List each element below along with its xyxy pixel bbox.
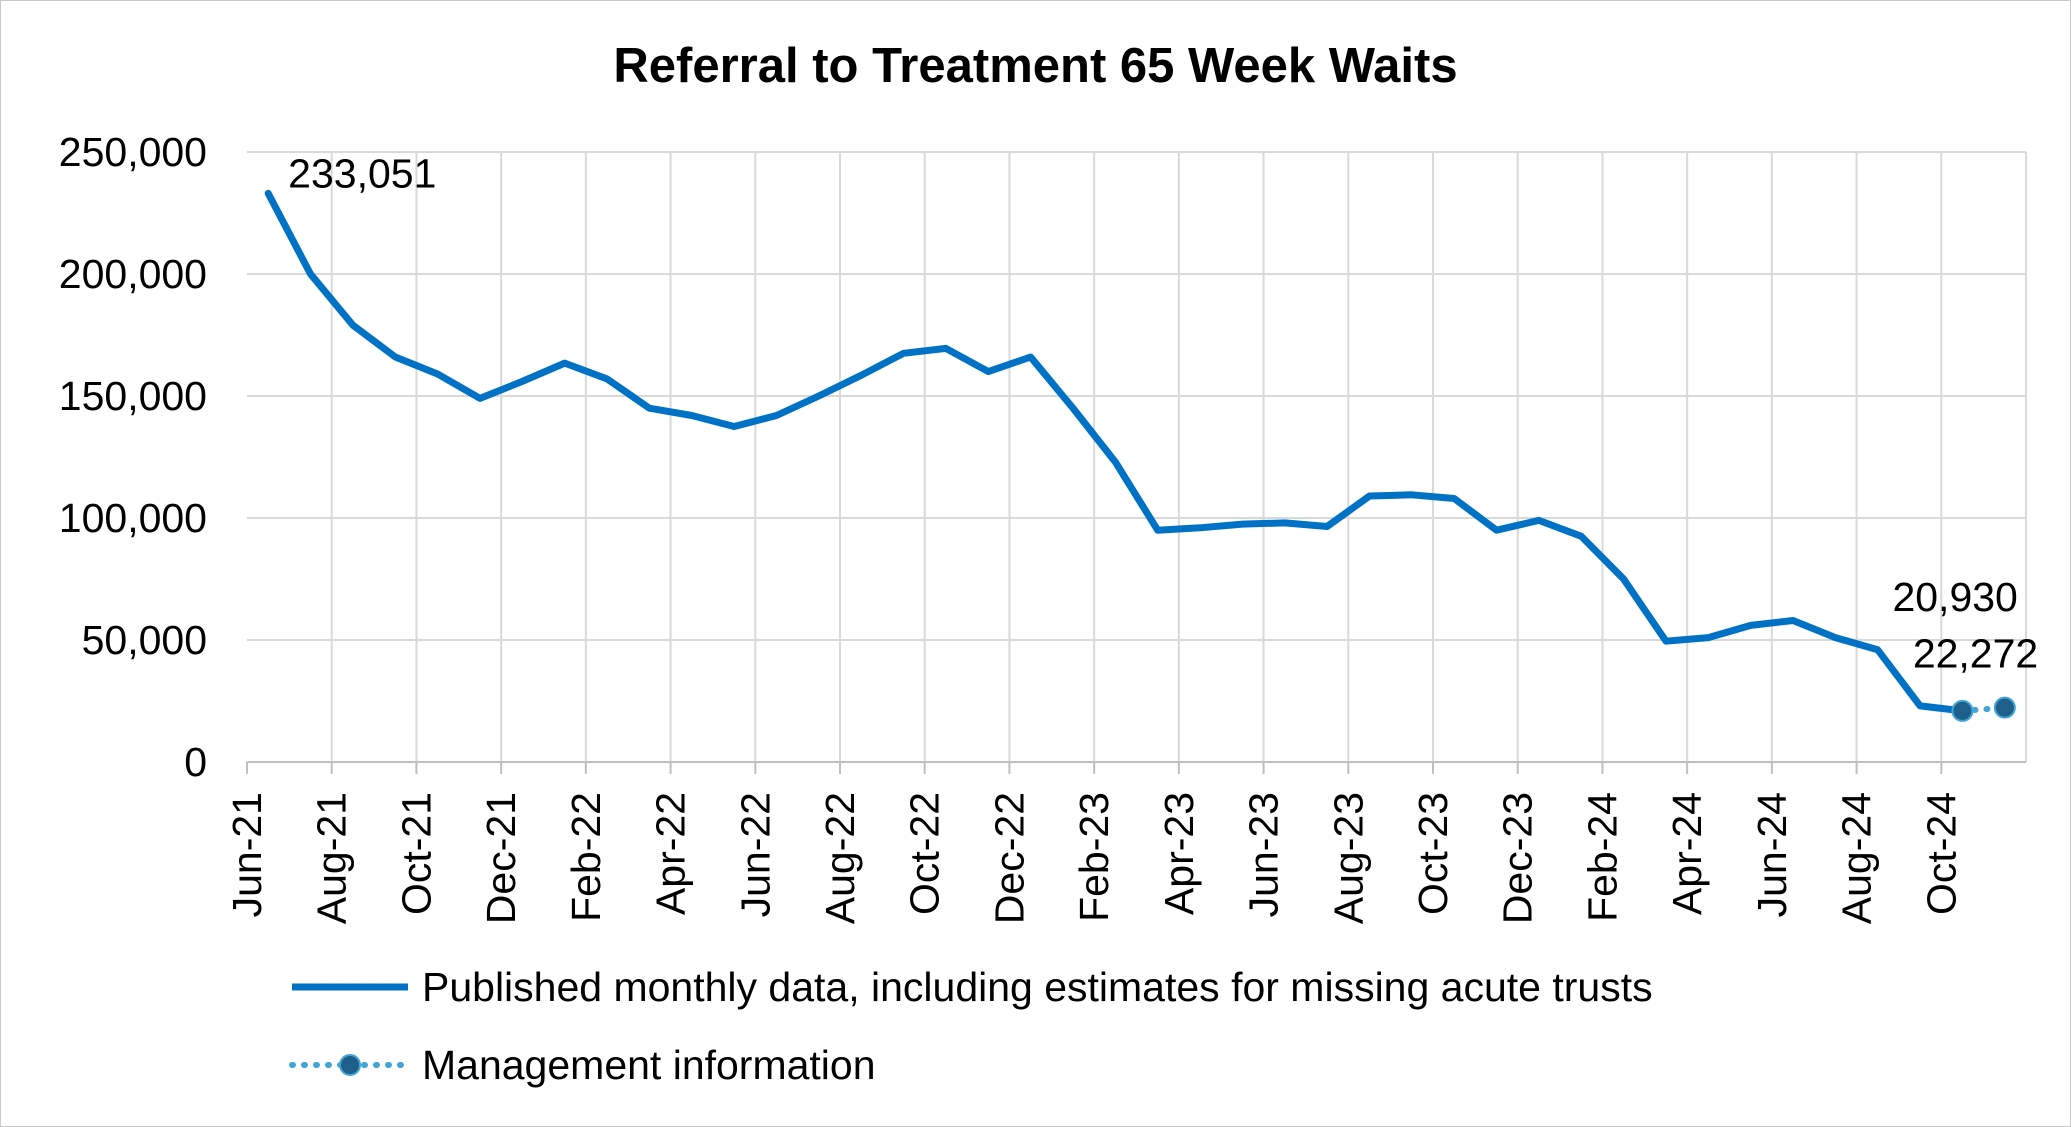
x-tick-label: Aug-23	[1325, 792, 1371, 924]
x-tick-label: Aug-22	[817, 792, 863, 924]
data-label: 22,272	[1913, 631, 2038, 677]
chart-title: Referral to Treatment 65 Week Waits	[613, 39, 1458, 93]
series-layer	[264, 189, 2016, 722]
x-tick-label: Dec-23	[1495, 792, 1541, 924]
x-tick-label: Oct-24	[1918, 792, 1964, 915]
x-tick-label: Dec-22	[986, 792, 1032, 924]
x-tick-label: Apr-22	[648, 792, 694, 915]
legend-label-published: Published monthly data, including estima…	[422, 964, 1653, 1010]
x-axis: Jun-21 Aug-21 Oct-21 Dec-21 Feb-22 Apr-22 Jun-…	[224, 761, 2026, 924]
x-tick-label: Jun-22	[732, 792, 778, 917]
x-tick-label: Apr-23	[1156, 792, 1202, 915]
grid	[247, 151, 2027, 762]
x-tick-label: Apr-24	[1664, 792, 1710, 915]
y-tick-label: 200,000	[59, 251, 207, 297]
y-tick-label: 50,000	[82, 617, 207, 663]
x-tick-label: Aug-24	[1834, 792, 1880, 924]
series-point-management	[1951, 699, 1974, 722]
y-axis: 0 50,000 100,000 150,000 200,000 250,000	[59, 129, 207, 785]
x-tick-label: Oct-23	[1410, 792, 1456, 915]
legend-markers	[289, 983, 411, 1076]
x-tick-label: Oct-22	[902, 792, 948, 915]
series-line-published	[264, 189, 1966, 715]
x-tick-label: Oct-21	[393, 792, 439, 915]
annotations: 233,051 20,930 22,272	[288, 150, 2038, 676]
data-label: 20,930	[1892, 574, 2017, 620]
x-tick-label: Jun-23	[1241, 792, 1287, 917]
legend-marker-point	[339, 1054, 361, 1076]
y-tick-label: 150,000	[59, 373, 207, 419]
x-tick-label: Feb-23	[1071, 792, 1117, 922]
x-tick-label: Feb-24	[1579, 792, 1625, 922]
series-point-management	[1993, 696, 2016, 719]
x-tick-label: Jun-21	[224, 792, 270, 917]
legend-label-management: Management information	[422, 1042, 876, 1088]
x-tick-label: Jun-24	[1749, 792, 1795, 917]
data-label: 233,051	[288, 150, 436, 196]
x-tick-label: Dec-21	[478, 792, 524, 924]
y-tick-label: 0	[184, 739, 207, 785]
x-tick-label: Feb-22	[563, 792, 609, 922]
x-tick-label: Aug-21	[309, 792, 355, 924]
y-tick-label: 250,000	[59, 129, 207, 175]
y-tick-label: 100,000	[59, 495, 207, 541]
